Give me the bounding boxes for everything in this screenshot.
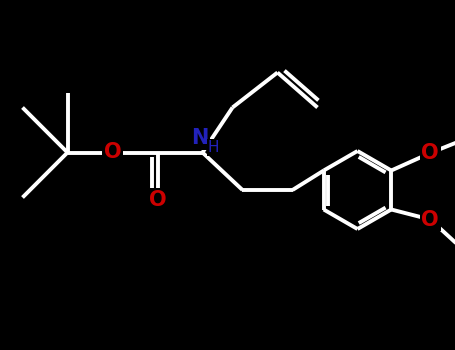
Text: O: O [149, 190, 167, 210]
Text: O: O [421, 210, 439, 230]
Text: O: O [104, 142, 121, 162]
Text: N: N [191, 128, 209, 148]
Text: O: O [421, 143, 439, 163]
Text: H: H [208, 140, 219, 155]
